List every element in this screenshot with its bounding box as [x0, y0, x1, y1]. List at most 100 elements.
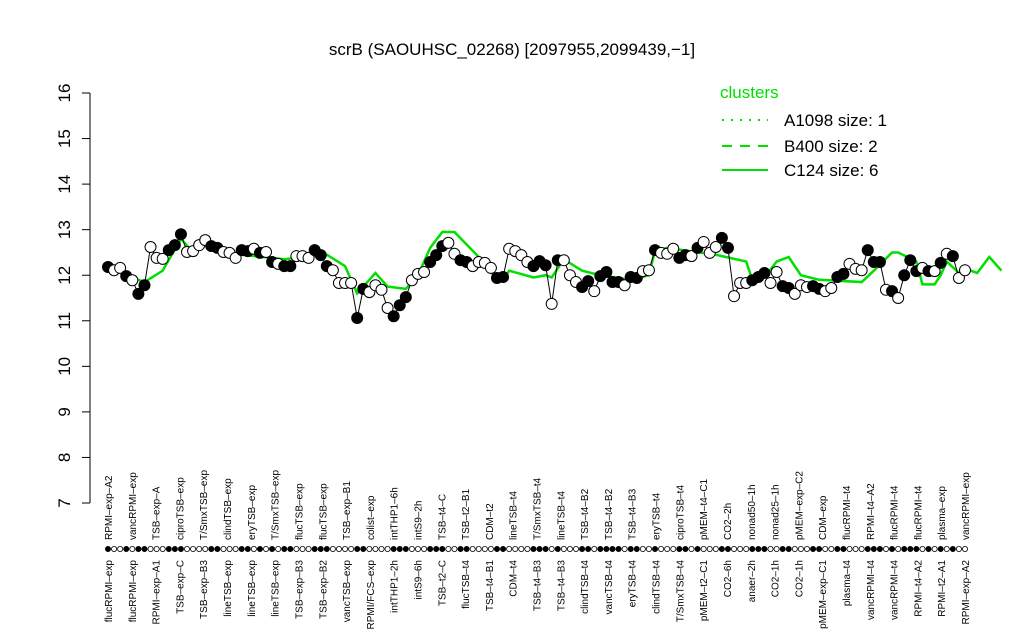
- data-point: [946, 250, 959, 263]
- sample-marker: [779, 546, 786, 553]
- sample-marker: [573, 546, 580, 553]
- sample-marker: [390, 546, 397, 553]
- sample-marker: [445, 546, 452, 553]
- x-label-top: ciproTSB–exp: [175, 477, 186, 540]
- data-point: [138, 279, 151, 292]
- sample-marker: [518, 546, 525, 553]
- x-label-top: clindTSB–exp: [223, 478, 234, 540]
- x-label-bottom: lineTSB–exp: [223, 560, 234, 617]
- sample-marker: [220, 546, 227, 553]
- data-point: [326, 264, 339, 277]
- sample-marker: [712, 546, 719, 553]
- data-point: [618, 279, 631, 292]
- x-label-top: T/SmxTSB–exp: [271, 470, 282, 540]
- x-label-bottom: TSB–exp–B2: [318, 560, 329, 619]
- sample-marker: [718, 546, 725, 553]
- sample-marker: [670, 546, 677, 553]
- sample-marker: [281, 546, 288, 553]
- sample-marker: [621, 546, 628, 553]
- x-label-bottom: TSB–exp–C: [175, 560, 186, 614]
- data-point: [588, 285, 601, 298]
- data-point: [582, 275, 595, 288]
- x-label-bottom: TSB–t2–C: [437, 560, 448, 606]
- sample-marker: [724, 546, 731, 553]
- x-label-top: TSB–t4–B2: [580, 488, 591, 540]
- x-labels: RPMI–exp–A2 vancRPMI–exp TSB–exp–A ciproTSB…: [104, 470, 972, 630]
- data-point: [855, 264, 868, 277]
- sample-marker: [962, 546, 969, 553]
- sample-marker: [190, 546, 197, 553]
- x-label-top: CDM–t2: [485, 503, 496, 540]
- sample-marker: [931, 546, 938, 553]
- sample-marker: [105, 546, 112, 553]
- data-point: [697, 235, 710, 248]
- sample-marker: [360, 546, 367, 553]
- sample-marker: [816, 546, 823, 553]
- data-point: [934, 256, 947, 269]
- sample-marker: [250, 546, 257, 553]
- x-label-bottom: RPMI–exp–A2: [961, 560, 972, 625]
- data-point: [557, 254, 570, 267]
- x-label-bottom: clindTSB–t4: [652, 560, 663, 614]
- sample-marker: [907, 546, 914, 553]
- x-label-top: RPMI–exp–A2: [104, 475, 115, 540]
- data-point: [709, 240, 722, 253]
- data-point: [873, 256, 886, 269]
- data-point: [788, 287, 801, 300]
- sample-marker: [615, 546, 622, 553]
- sample-marker: [451, 546, 458, 553]
- data-point: [144, 240, 157, 253]
- sample-marker: [803, 546, 810, 553]
- x-label-top: intS9–2h: [413, 501, 424, 540]
- data-point: [430, 249, 443, 262]
- sample-marker: [731, 546, 738, 553]
- data-point: [497, 271, 510, 284]
- y-tick-label: 7: [55, 498, 74, 507]
- sample-marker: [652, 546, 659, 553]
- data-point: [904, 254, 917, 267]
- sample-marker: [834, 546, 841, 553]
- sample-marker: [196, 546, 203, 553]
- sample-marker: [111, 546, 118, 553]
- sample-marker: [317, 546, 324, 553]
- data-point: [399, 291, 412, 304]
- sample-marker: [925, 546, 932, 553]
- sample-marker: [500, 546, 507, 553]
- sample-marker: [627, 546, 634, 553]
- sample-marker: [366, 546, 373, 553]
- x-label-bottom: plasma–t4: [842, 560, 853, 607]
- data-point: [764, 276, 777, 289]
- sample-marker: [700, 546, 707, 553]
- sample-marker: [791, 546, 798, 553]
- sample-marker: [147, 546, 154, 553]
- x-label-top: TSB–exp–A: [152, 486, 163, 540]
- sample-marker: [548, 546, 555, 553]
- y-tick-label: 15: [55, 129, 74, 148]
- sample-marker: [512, 546, 519, 553]
- x-label-bottom: intTHP1–2h: [390, 560, 401, 613]
- x-label-bottom: CO2–1h: [771, 560, 782, 597]
- x-label-top: vancRPMI–exp: [128, 472, 139, 540]
- x-label-top: flucRPMI–t4: [842, 485, 853, 540]
- x-label-top: TSB–t4–B3: [628, 488, 639, 540]
- sample-marker: [566, 546, 573, 553]
- sample-marker: [664, 546, 671, 553]
- sample-marker: [481, 546, 488, 553]
- sample-marker: [901, 546, 908, 553]
- sample-marker: [335, 546, 342, 553]
- data-point: [837, 267, 850, 280]
- sample-marker: [433, 546, 440, 553]
- sample-marker: [937, 546, 944, 553]
- data-point: [168, 239, 181, 252]
- sample-marker: [694, 546, 701, 553]
- data-point: [114, 261, 127, 274]
- data-point: [345, 276, 358, 289]
- data-point: [861, 244, 874, 257]
- sample-marker: [475, 546, 482, 553]
- data-point: [928, 265, 941, 278]
- x-label-bottom: TSB–t4–B3: [556, 560, 567, 612]
- x-label-bottom: eryTSB–t4: [628, 560, 639, 608]
- sample-marker: [949, 546, 956, 553]
- x-label-bottom: T/SmxTSB–t4: [675, 560, 686, 623]
- sample-marker: [506, 546, 513, 553]
